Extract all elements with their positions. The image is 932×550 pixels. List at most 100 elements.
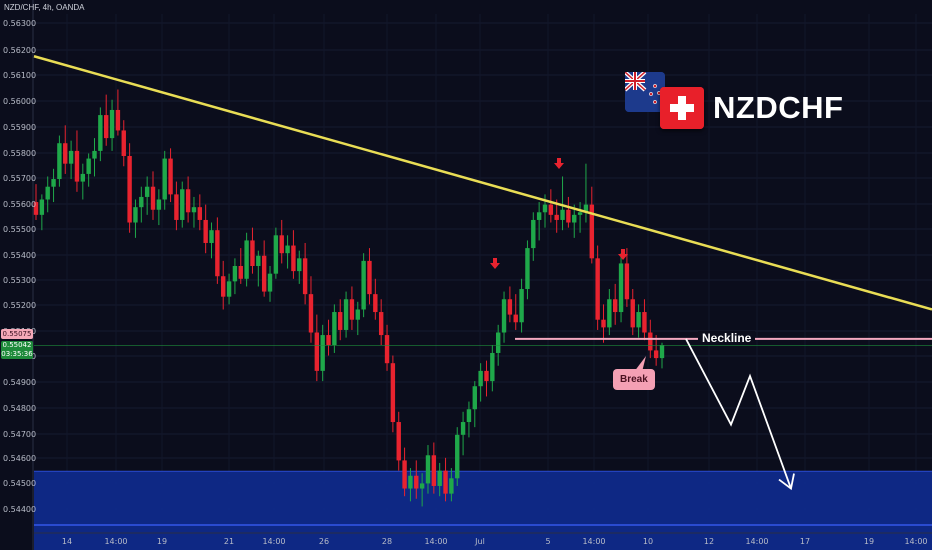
candle-body — [653, 350, 659, 359]
y-tick-label: 0.55400 — [3, 251, 36, 260]
last-price-tag: 0.55042 03:35:36 — [1, 341, 33, 359]
candle — [203, 204, 208, 254]
down-arrow-markers — [490, 158, 628, 269]
candle-body — [566, 209, 571, 223]
candle-body — [419, 483, 425, 489]
descending-trendline[interactable] — [33, 55, 932, 311]
candle — [455, 427, 460, 486]
x-tick-label: 19 — [864, 537, 874, 546]
candle-body — [215, 230, 220, 277]
candle — [577, 202, 583, 233]
candle-body — [221, 276, 226, 297]
candle-body — [133, 207, 138, 223]
x-tick-label: 10 — [643, 537, 653, 546]
candle — [437, 462, 442, 497]
candle — [238, 248, 243, 284]
candle-body — [63, 143, 68, 164]
x-tick-label: 14:00 — [262, 537, 285, 546]
candle-body — [484, 370, 489, 382]
candle — [127, 143, 132, 233]
candle — [478, 363, 483, 402]
y-tick-label: 0.56000 — [3, 97, 36, 106]
candle-body — [495, 332, 501, 353]
candlesticks — [33, 89, 665, 507]
y-tick-label: 0.56100 — [3, 71, 36, 80]
candle-body — [74, 150, 80, 182]
candle-body — [180, 189, 185, 220]
candle-body — [285, 245, 290, 254]
candle — [74, 130, 80, 192]
candle-body — [144, 186, 150, 197]
candle — [566, 196, 571, 228]
demand-zone — [34, 471, 932, 550]
candle — [589, 186, 594, 264]
projection-path[interactable] — [685, 338, 792, 489]
candle-body — [425, 455, 431, 484]
candle — [408, 468, 413, 502]
candle — [373, 278, 378, 320]
candle-body — [45, 186, 50, 200]
y-tick-label: 0.55900 — [3, 123, 36, 132]
candle — [414, 460, 419, 499]
candle — [431, 442, 437, 494]
candle-body — [121, 130, 126, 157]
candle — [221, 260, 226, 310]
candle — [250, 227, 255, 274]
y-tick-label: 0.56200 — [3, 46, 36, 55]
candle — [425, 445, 431, 494]
candle-body — [150, 186, 156, 210]
candle-body — [273, 235, 279, 274]
candle-body — [612, 299, 618, 313]
candle — [642, 299, 647, 341]
y-tick-label: 0.55700 — [3, 174, 36, 183]
candle-body — [378, 312, 384, 336]
candle — [174, 181, 179, 231]
candle — [449, 468, 454, 502]
candle-body — [279, 235, 284, 254]
candle — [601, 304, 606, 343]
candle-body — [466, 409, 472, 423]
candle — [419, 473, 425, 507]
candle — [86, 153, 91, 187]
candle-body — [267, 273, 273, 292]
candle-body — [519, 289, 524, 323]
candle-body — [232, 266, 238, 282]
candle-body — [501, 299, 507, 333]
x-tick-label: 14:00 — [904, 537, 927, 546]
candle — [285, 235, 290, 269]
previous-close-tag: 0.55075 — [1, 329, 33, 339]
candle — [607, 289, 612, 336]
candle — [466, 401, 472, 438]
y-tick-label: 0.54500 — [3, 479, 36, 488]
candle — [92, 138, 97, 177]
candle — [156, 189, 162, 226]
candle-body — [630, 299, 635, 328]
y-tick-label: 0.55800 — [3, 149, 36, 158]
candle-body — [525, 248, 530, 290]
candle — [139, 186, 144, 223]
price-axis[interactable]: 0.56300 0.56200 0.56100 0.56000 0.55900 0.558… — [0, 0, 36, 550]
candle-body — [297, 258, 302, 272]
candle-body — [291, 245, 296, 272]
candle-body — [98, 115, 103, 151]
candle — [472, 381, 477, 428]
candle — [338, 299, 343, 341]
candle — [256, 250, 261, 287]
candle-body — [109, 109, 115, 139]
candle — [68, 140, 74, 180]
candle — [583, 163, 589, 223]
candle-body — [197, 207, 203, 220]
neckline-label: Neckline — [698, 331, 756, 345]
candle — [168, 148, 173, 203]
candle-body — [244, 240, 249, 279]
candle — [150, 171, 156, 220]
candle-body — [308, 294, 314, 333]
time-axis[interactable]: 14 14:00 19 21 14:00 26 28 14:00 Jul 5 14:00 10 12 14… — [34, 532, 932, 546]
candle — [396, 411, 401, 471]
down-arrow-icon — [554, 158, 564, 169]
x-tick-label: 17 — [800, 537, 810, 546]
candle — [525, 240, 530, 300]
y-tick-label: 0.54400 — [3, 505, 36, 514]
candle-body — [39, 199, 45, 215]
